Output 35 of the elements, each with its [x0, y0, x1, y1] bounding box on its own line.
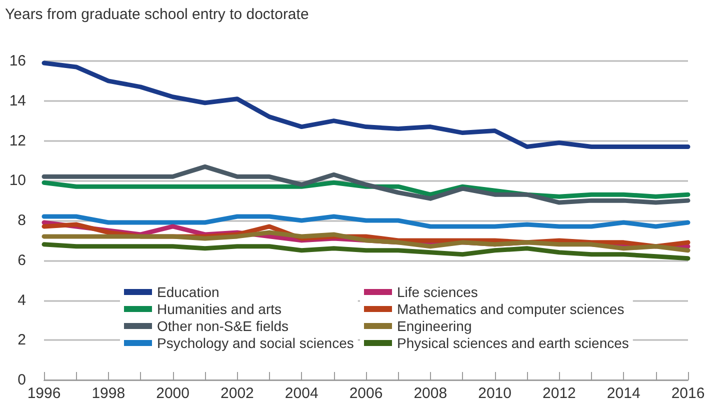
- line-series: [42, 180, 690, 199]
- line-series: [42, 214, 690, 229]
- y-tick-label: 16: [9, 52, 26, 70]
- x-tick-label: 2012: [542, 385, 576, 402]
- x-tick-label: 2016: [671, 385, 705, 402]
- x-tick-label: 2010: [478, 385, 512, 402]
- x-tick-label: 2006: [349, 385, 383, 402]
- legend-label: Humanities and arts: [157, 301, 282, 317]
- x-tick-label: 2014: [606, 385, 640, 402]
- y-tick-label: 12: [9, 132, 26, 150]
- y-tick-label: 10: [9, 172, 26, 190]
- y-tick-label: 0: [18, 372, 26, 388]
- x-tick-label: 2004: [284, 385, 318, 402]
- x-tick-label: 1998: [92, 385, 126, 402]
- legend-label: Psychology and social sciences: [157, 335, 354, 351]
- x-tick-label: 1996: [27, 385, 61, 402]
- line-series: [42, 60, 690, 149]
- legend-label: Mathematics and computer sciences: [397, 301, 624, 317]
- line-series: [42, 230, 690, 253]
- y-tick-label: 8: [18, 212, 26, 229]
- y-tick-label: 4: [18, 292, 26, 309]
- legend-label: Other non-S&E fields: [157, 318, 289, 334]
- y-tick-label: 14: [9, 92, 26, 110]
- y-tick-label: 2: [18, 332, 26, 349]
- x-tick-label: 2002: [220, 385, 254, 402]
- legend-label: Education: [157, 284, 220, 300]
- legend-label: Life sciences: [397, 284, 478, 300]
- line-series: [42, 242, 690, 261]
- line-series: [42, 164, 690, 205]
- x-tick-label: 2008: [414, 385, 448, 402]
- x-tick-label: 2000: [156, 385, 190, 402]
- y-tick-label: 6: [18, 252, 26, 269]
- legend-label: Engineering: [397, 318, 472, 334]
- legend-label: Physical sciences and earth sciences: [397, 335, 629, 351]
- y-axis-title: Years from graduate school entry to doctorate: [5, 6, 309, 23]
